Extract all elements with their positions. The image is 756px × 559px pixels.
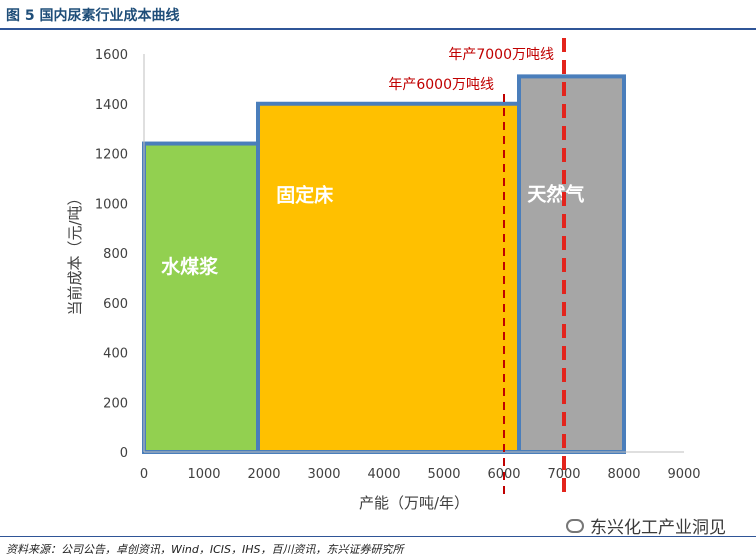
x-tick-label: 5000 bbox=[427, 467, 460, 482]
y-tick-label: 200 bbox=[103, 396, 128, 411]
y-tick-label: 1400 bbox=[95, 98, 128, 113]
x-tick-label: 7000 bbox=[547, 467, 580, 482]
x-tick-label: 0 bbox=[140, 467, 148, 482]
watermark: 东兴化工产业洞见 bbox=[566, 513, 726, 538]
y-tick-label: 1000 bbox=[95, 197, 128, 212]
y-tick-label: 0 bbox=[120, 446, 128, 461]
bar-0 bbox=[142, 141, 260, 455]
bar-label-2: 天然气 bbox=[527, 182, 584, 205]
y-axis-label: 当前成本（元/吨） bbox=[66, 190, 84, 315]
reference-line-label-0: 年产6000万吨线 bbox=[388, 77, 494, 93]
y-tick-label: 1600 bbox=[95, 48, 128, 63]
x-tick-label: 4000 bbox=[367, 467, 400, 482]
bar-1 bbox=[256, 101, 521, 454]
figure-title: 图 5 国内尿素行业成本曲线 bbox=[6, 8, 180, 24]
y-tick-label: 600 bbox=[103, 297, 128, 312]
x-tick-label: 2000 bbox=[247, 467, 280, 482]
wechat-icon bbox=[566, 518, 584, 533]
x-tick-label: 1000 bbox=[187, 467, 220, 482]
source-divider bbox=[0, 536, 756, 537]
y-tick-label: 800 bbox=[103, 247, 128, 262]
x-tick-label: 3000 bbox=[307, 467, 340, 482]
source-note: 资料来源：公司公告，卓创资讯，Wind，ICIS，IHS，百川资讯，东兴证券研究… bbox=[6, 543, 404, 556]
x-tick-label: 8000 bbox=[607, 467, 640, 482]
bar-label-0: 水煤浆 bbox=[161, 255, 219, 278]
x-axis-label: 产能（万吨/年） bbox=[359, 494, 469, 512]
watermark-text: 东兴化工产业洞见 bbox=[590, 518, 726, 538]
bar-label-1: 固定床 bbox=[276, 183, 333, 206]
reference-line-label-1: 年产7000万吨线 bbox=[448, 47, 554, 63]
title-divider bbox=[0, 28, 756, 30]
bar-2 bbox=[517, 74, 626, 454]
y-tick-label: 1200 bbox=[95, 148, 128, 163]
y-tick-label: 400 bbox=[103, 347, 128, 362]
x-tick-label: 9000 bbox=[667, 467, 700, 482]
